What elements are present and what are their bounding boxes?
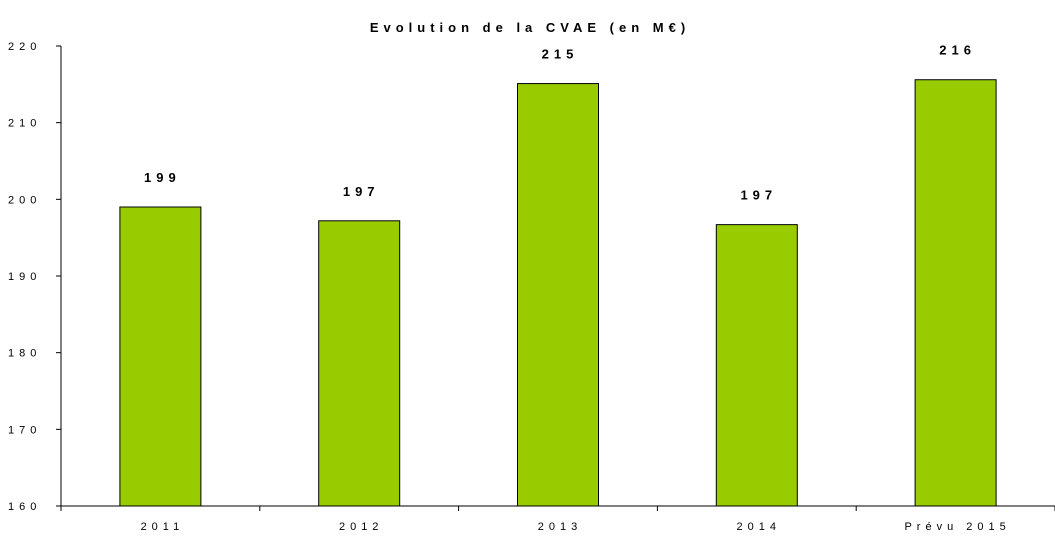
x-axis: 2011 2012 2013 2014 Prévu 2015 [60, 505, 1055, 533]
y-tick-label: 170 [8, 424, 41, 436]
bars-group [119, 79, 997, 507]
y-tick-label: 210 [8, 118, 41, 130]
data-label: 216 [939, 43, 976, 58]
bar-2011 [119, 206, 202, 507]
bar-2012 [318, 220, 401, 507]
data-label: 199 [144, 170, 181, 185]
x-tick-label: 2011 [141, 521, 185, 533]
data-label: 197 [740, 188, 777, 203]
bar-prévu-2015 [914, 79, 997, 507]
data-label: 215 [542, 47, 579, 62]
data-label: 197 [343, 184, 380, 199]
y-tick-label: 190 [8, 271, 41, 283]
x-tick-label: 2014 [737, 521, 781, 533]
x-tick-label: 2012 [339, 521, 383, 533]
y-tick-label: 180 [8, 348, 41, 360]
x-tick-label: 2013 [538, 521, 582, 533]
x-tick-label: Prévu 2015 [904, 521, 1010, 533]
bar-2013 [517, 83, 599, 507]
chart-title: Evolution de la CVAE (en M€) [370, 20, 690, 35]
y-tick-label: 200 [8, 194, 41, 206]
y-axis: 160 170 180 190 200 210 220 [8, 41, 62, 513]
bar-2014 [715, 224, 798, 507]
data-labels-group: 199 197 215 197 216 [144, 43, 976, 203]
y-tick-label: 220 [8, 41, 41, 53]
y-tick-label: 160 [8, 501, 41, 513]
